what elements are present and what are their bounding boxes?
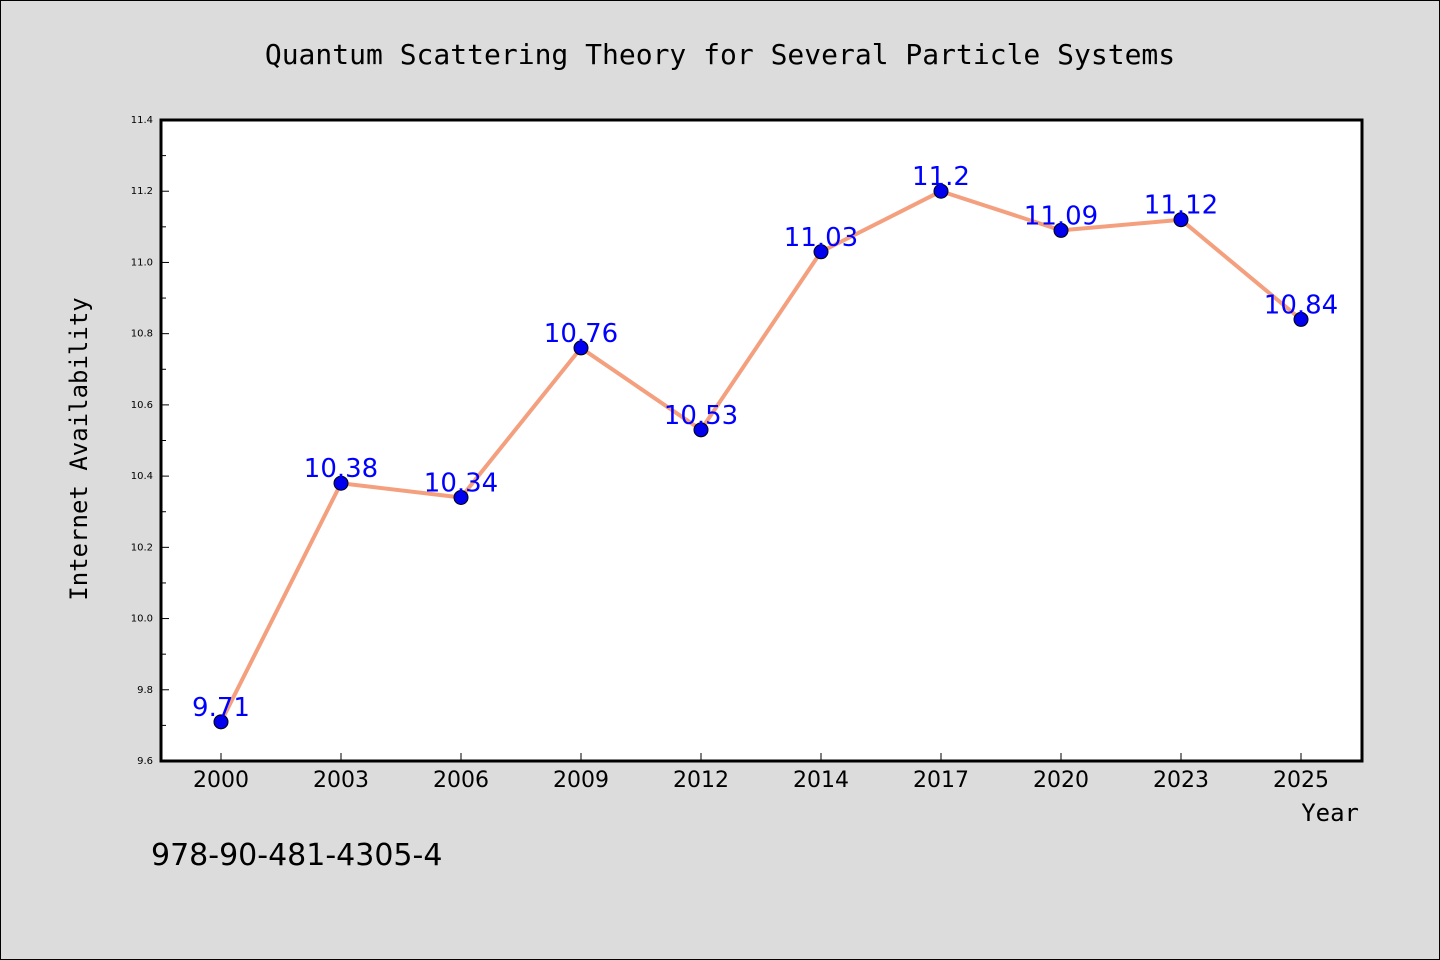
x-tick-label: 2003 (313, 768, 369, 793)
x-tick-label: 2009 (553, 768, 609, 793)
x-axis: 2000 2003 2006 2009 2012 2014 2017 2020 2023 2025 (193, 753, 1329, 793)
chart-title: Quantum Scattering Theory for Several Pa… (265, 38, 1175, 71)
data-point (1293, 311, 1309, 327)
series-markers (213, 183, 1309, 730)
data-point (573, 340, 589, 356)
y-tick-label: 9.6 (137, 756, 153, 767)
y-tick-label: 10.2 (131, 542, 153, 553)
y-tick-label: 9.8 (137, 685, 153, 696)
x-tick-label: 2012 (673, 768, 729, 793)
data-label: 11.12 (1144, 191, 1218, 221)
series-line-group (219, 189, 1303, 724)
x-tick-label: 2020 (1033, 768, 1089, 793)
series-line (219, 189, 1303, 724)
data-point (1053, 222, 1069, 238)
y-tick-label: 11.0 (131, 257, 153, 268)
plot-area (159, 118, 1364, 763)
data-label: 10.84 (1264, 290, 1338, 320)
x-tick-label: 2023 (1153, 768, 1209, 793)
y-tick-label: 11.4 (131, 115, 153, 126)
y-tick-label: 10.0 (131, 614, 153, 625)
x-tick-label: 2017 (913, 768, 969, 793)
data-label: 10.53 (664, 401, 738, 431)
footer-text: 978-90-481-4305-4 (151, 838, 442, 873)
data-point (333, 475, 349, 491)
data-labels: 9.71 10.38 10.34 10.76 10.53 11.03 11.2 11.09 11… (192, 162, 1338, 723)
data-point (453, 489, 469, 505)
y-tick-label: 11.2 (131, 186, 153, 197)
y-tick-label: 10.8 (131, 329, 153, 340)
data-label: 10.38 (304, 454, 378, 484)
data-point (1173, 212, 1189, 228)
y-tick-label: 10.4 (131, 471, 153, 482)
data-label: 9.71 (192, 693, 250, 723)
x-tick-label: 2025 (1273, 768, 1329, 793)
data-label: 11.2 (912, 162, 970, 192)
data-label: 11.03 (784, 223, 858, 253)
data-point (213, 714, 229, 730)
y-tick-label: 10.6 (131, 400, 153, 411)
data-point (933, 183, 949, 199)
x-tick-label: 2000 (193, 768, 249, 793)
data-label: 11.09 (1024, 201, 1098, 231)
x-axis-label: Year (1301, 799, 1359, 827)
x-tick-label: 2006 (433, 768, 489, 793)
data-point (693, 422, 709, 438)
y-axis-label: Internet Availability (65, 297, 93, 600)
data-label: 10.34 (424, 468, 498, 498)
data-point (813, 244, 829, 260)
x-tick-label: 2014 (793, 768, 849, 793)
data-label: 10.76 (544, 319, 618, 349)
y-axis: 9.6 9.8 10.0 10.2 10.4 10.6 10.8 11.0 11.2 11.4 (131, 115, 169, 767)
